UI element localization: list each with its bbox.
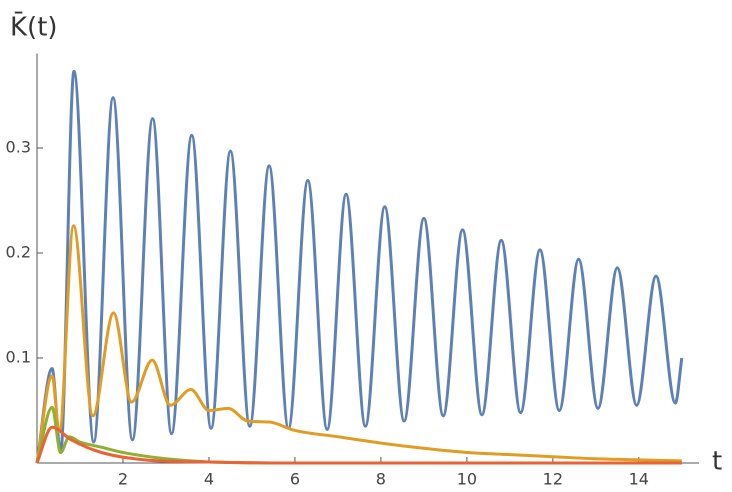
series-line bbox=[35, 425, 682, 465]
series-line bbox=[35, 224, 682, 464]
x-tick-label: 2 bbox=[118, 470, 128, 489]
x-tick-label: 14 bbox=[629, 470, 649, 489]
y-axis-label: K̄(t) bbox=[10, 11, 58, 43]
x-tick-label: 12 bbox=[543, 470, 563, 489]
x-tick-label: 10 bbox=[457, 470, 477, 489]
x-tick-label: 8 bbox=[376, 470, 386, 489]
x-tick-label: 6 bbox=[290, 470, 300, 489]
y-tick-label: 0.3 bbox=[6, 138, 31, 157]
y-tick-label: 0.2 bbox=[6, 243, 31, 262]
series-line bbox=[35, 69, 684, 464]
y-tick-label: 0.1 bbox=[6, 348, 31, 367]
x-axis-label: t bbox=[712, 447, 722, 477]
x-tick-label: 4 bbox=[204, 470, 214, 489]
